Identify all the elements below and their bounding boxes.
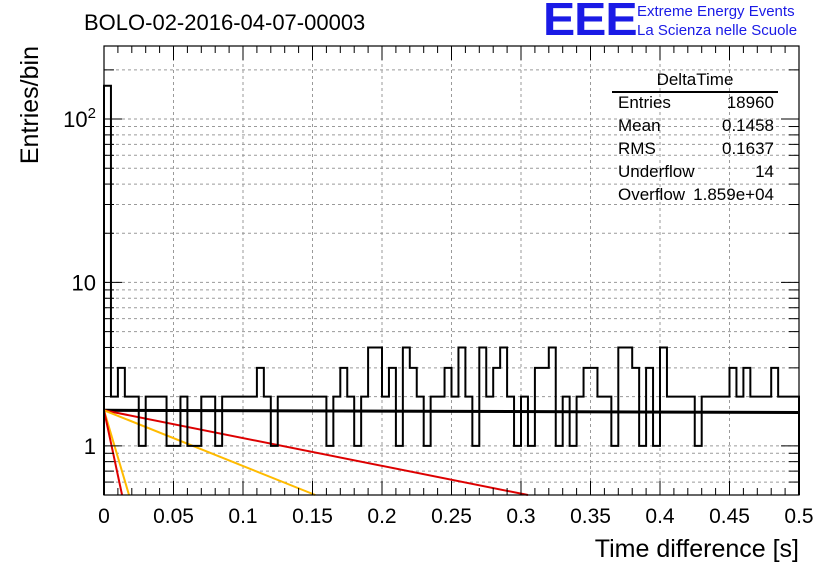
stats-label: RMS xyxy=(618,139,656,158)
x-tick-label: 0.05 xyxy=(153,505,194,528)
stats-value: 0.1458 xyxy=(722,116,774,135)
y-tick-label: 1 xyxy=(84,434,96,459)
run-title: BOLO-02-2016-04-07-00003 xyxy=(84,10,366,35)
stats-value: 18960 xyxy=(726,93,774,112)
stats-row-mean: Mean 0.1458 xyxy=(618,116,774,138)
y-tick-label: 102 xyxy=(63,105,96,132)
logo-line1: Extreme Energy Events xyxy=(637,3,795,20)
stats-row-underflow: Underflow 14 xyxy=(618,162,774,184)
histogram-layer xyxy=(103,84,800,495)
tick-layer xyxy=(103,46,800,496)
histogram-outline xyxy=(103,84,800,495)
tick-label-layer: 0 0.05 0.1 0.15 0.2 0.25 0.3 0.35 0.4 0.45 0.5 1 10 1… xyxy=(63,105,813,528)
fit-curve xyxy=(103,408,800,414)
grid-layer xyxy=(104,46,799,496)
fit-curve xyxy=(103,410,124,496)
x-tick-label: 0.3 xyxy=(506,505,535,528)
x-tick-label: 0.45 xyxy=(709,505,750,528)
stats-row-rms: RMS 0.1637 xyxy=(618,139,774,161)
x-tick-label: 0.1 xyxy=(228,505,257,528)
x-tick-label: 0 xyxy=(98,505,110,528)
x-axis-label: Time difference [s] xyxy=(595,535,799,563)
stats-label: Entries xyxy=(618,93,671,112)
x-tick-label: 0.15 xyxy=(292,505,333,528)
stats-label: Mean xyxy=(618,116,661,135)
stats-row-entries: Entries 18960 xyxy=(618,93,774,115)
x-tick-label: 0.5 xyxy=(784,505,813,528)
x-tick-label: 0.35 xyxy=(570,505,611,528)
stats-label: Overflow xyxy=(618,185,686,204)
stats-separator xyxy=(612,91,778,93)
fit-curve xyxy=(103,410,130,496)
stats-row-overflow: Overflow 1.859e+04 xyxy=(618,185,774,207)
stats-label: Underflow xyxy=(618,162,695,181)
eee-logo: EEE Extreme Energy Events La Scienza nel… xyxy=(543,0,836,44)
stats-value: 14 xyxy=(755,162,774,181)
logo-line2: La Scienza nelle Scuole xyxy=(637,22,798,39)
y-axis-label: Entries/bin xyxy=(16,46,44,164)
x-tick-label: 0.4 xyxy=(645,505,675,528)
fit-curve xyxy=(103,409,529,496)
stats-value: 1.859e+04 xyxy=(693,185,774,204)
y-tick-label: 10 xyxy=(72,270,96,295)
stats-value: 0.1637 xyxy=(722,139,774,158)
stats-title: DeltaTime xyxy=(656,70,734,89)
logo-mark: EEE xyxy=(543,0,638,45)
x-tick-label: 0.25 xyxy=(431,505,472,528)
stats-box: DeltaTime Entries 18960 Mean 0.1458 RMS … xyxy=(612,70,778,210)
x-tick-label: 0.2 xyxy=(367,505,396,528)
